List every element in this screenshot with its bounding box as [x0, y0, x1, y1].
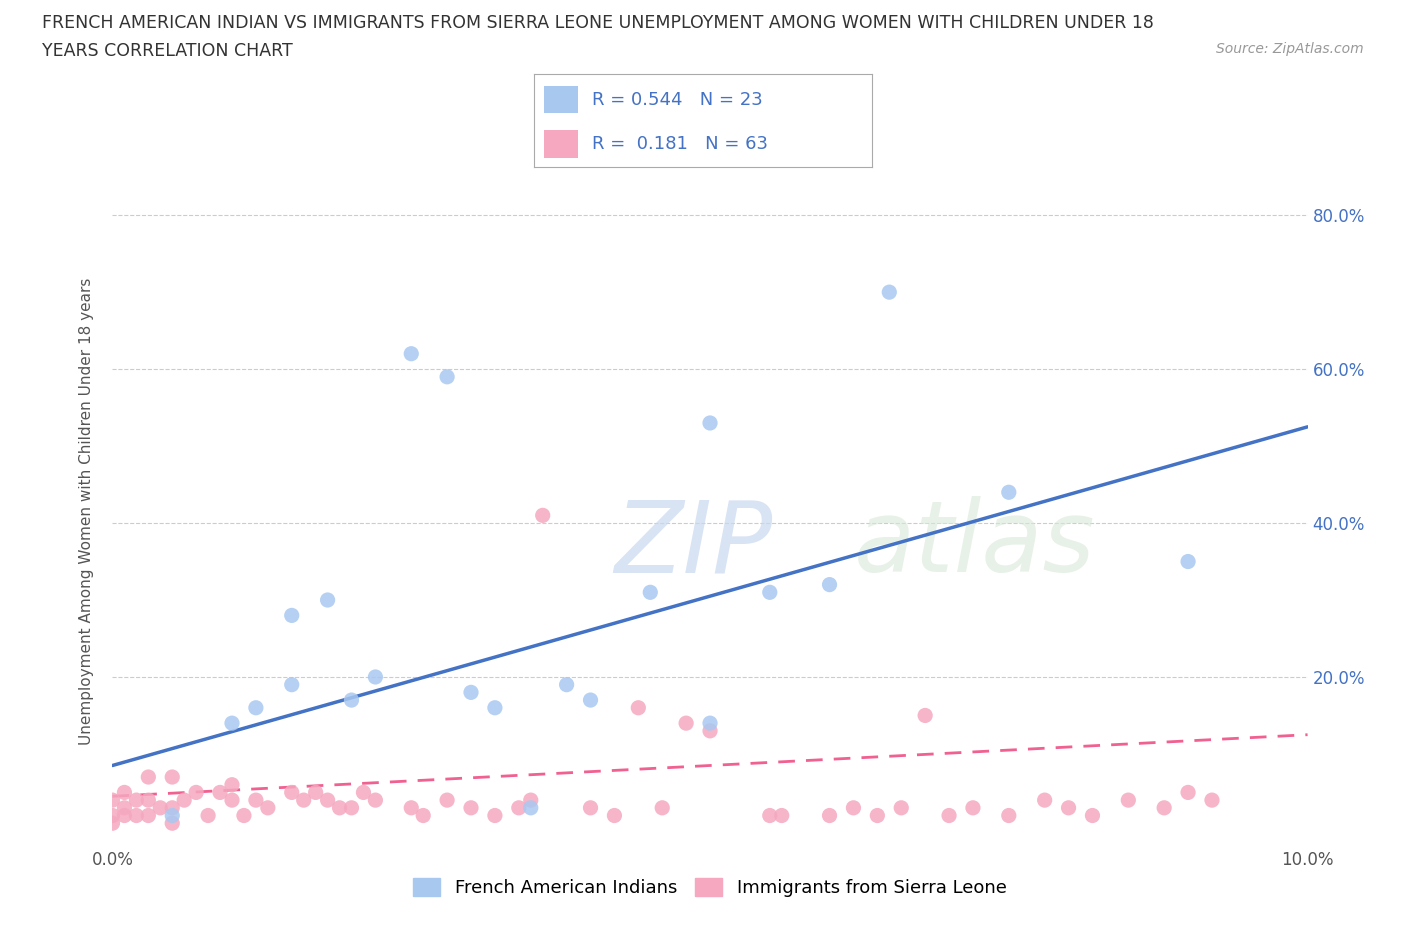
Point: [699, 724, 721, 738]
Y-axis label: Unemployment Among Women with Children Under 18 years: Unemployment Among Women with Children U…: [79, 278, 94, 745]
Point: [138, 808, 160, 823]
Text: atlas: atlas: [853, 497, 1095, 593]
Point: [401, 346, 423, 361]
Point: [208, 785, 231, 800]
Point: [328, 801, 352, 816]
Point: [221, 792, 243, 807]
Point: [699, 716, 721, 731]
Point: [101, 816, 124, 830]
Point: [651, 801, 673, 816]
Point: [579, 693, 602, 708]
Point: [460, 684, 482, 699]
Bar: [544, 86, 578, 113]
Point: [114, 785, 135, 800]
Point: [460, 801, 482, 816]
Point: [770, 808, 793, 823]
Point: [401, 801, 423, 816]
Point: [162, 801, 183, 816]
Point: [162, 770, 183, 785]
Point: [866, 808, 889, 823]
Point: [699, 416, 721, 431]
Point: [221, 716, 243, 731]
Point: [1033, 792, 1056, 807]
Point: [555, 677, 578, 692]
Point: [173, 792, 195, 807]
Point: [281, 785, 304, 800]
Point: [114, 801, 135, 816]
Point: [520, 792, 543, 807]
Text: YEARS CORRELATION CHART: YEARS CORRELATION CHART: [42, 42, 292, 60]
Point: [412, 808, 434, 823]
Point: [508, 801, 530, 816]
Point: [281, 677, 304, 692]
Point: [197, 808, 219, 823]
Point: [877, 285, 901, 299]
Point: [316, 592, 339, 607]
Point: [842, 801, 865, 816]
Point: [1118, 792, 1140, 807]
Point: [1057, 801, 1080, 816]
Point: [1177, 785, 1199, 800]
Point: [138, 770, 160, 785]
Point: [232, 808, 256, 823]
Point: [484, 700, 506, 715]
Point: [114, 808, 135, 823]
Point: [675, 716, 697, 731]
Point: [759, 585, 782, 600]
Point: [125, 792, 148, 807]
Point: [1177, 554, 1199, 569]
Point: [520, 801, 543, 816]
Text: R = 0.544   N = 23: R = 0.544 N = 23: [592, 90, 762, 109]
Bar: [544, 130, 578, 158]
Point: [818, 808, 841, 823]
Point: [1153, 801, 1175, 816]
Point: [890, 801, 912, 816]
Point: [101, 808, 124, 823]
Point: [998, 808, 1021, 823]
Point: [436, 369, 458, 384]
Point: [627, 700, 650, 715]
Point: [292, 792, 315, 807]
Point: [316, 792, 339, 807]
Point: [245, 700, 267, 715]
Point: [638, 585, 662, 600]
Point: [818, 578, 841, 592]
Point: [1081, 808, 1104, 823]
Point: [938, 808, 960, 823]
Point: [579, 801, 602, 816]
Point: [914, 708, 936, 723]
Point: [149, 801, 172, 816]
Point: [162, 808, 183, 823]
Point: [998, 485, 1021, 499]
Point: [1201, 792, 1223, 807]
Point: [221, 777, 243, 792]
Point: [101, 792, 124, 807]
Point: [186, 785, 208, 800]
Text: ZIP: ZIP: [614, 497, 773, 593]
Text: R =  0.181   N = 63: R = 0.181 N = 63: [592, 135, 768, 153]
Point: [125, 808, 148, 823]
Point: [340, 801, 363, 816]
Point: [603, 808, 626, 823]
Point: [162, 816, 183, 830]
Text: Source: ZipAtlas.com: Source: ZipAtlas.com: [1216, 42, 1364, 56]
Point: [138, 792, 160, 807]
Text: FRENCH AMERICAN INDIAN VS IMMIGRANTS FROM SIERRA LEONE UNEMPLOYMENT AMONG WOMEN : FRENCH AMERICAN INDIAN VS IMMIGRANTS FRO…: [42, 14, 1154, 32]
Point: [352, 785, 374, 800]
Point: [364, 792, 387, 807]
Point: [245, 792, 267, 807]
Point: [281, 608, 304, 623]
Point: [759, 808, 782, 823]
Point: [962, 801, 984, 816]
Point: [304, 785, 326, 800]
Point: [257, 801, 280, 816]
Legend: French American Indians, Immigrants from Sierra Leone: French American Indians, Immigrants from…: [406, 870, 1014, 904]
Point: [484, 808, 506, 823]
Point: [531, 508, 554, 523]
Point: [436, 792, 458, 807]
Point: [364, 670, 387, 684]
Point: [340, 693, 363, 708]
